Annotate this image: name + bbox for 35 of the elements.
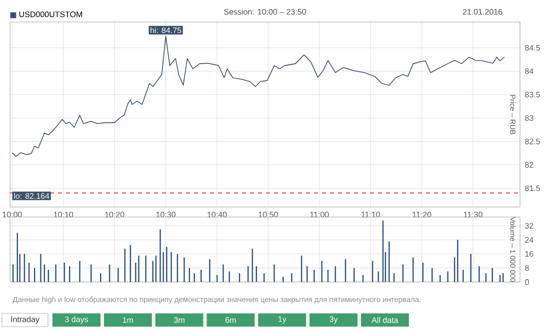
x-tick-label: 11:20 (412, 212, 432, 218)
text: 3m (174, 317, 184, 323)
y-tick-label: 82.5 (525, 138, 540, 144)
y-tick-label: 84 (525, 68, 534, 74)
x-tick-label: 11:00 (310, 212, 329, 218)
y-tick-label: 24 (525, 237, 534, 243)
x-tick-label: 10:10 (54, 212, 74, 218)
chart-subtitle: Session: 10:00 – 23:50 (224, 8, 306, 15)
y-tick-label: 83 (525, 115, 534, 121)
y-tick-label: 84.5 (525, 44, 540, 51)
text: Intraday (11, 316, 40, 324)
x-tick-label: 10:50 (258, 212, 278, 218)
x-tick-label: 10:30 (156, 212, 176, 218)
y-tick-label: 83.5 (525, 92, 540, 98)
x-tick-label: 10:40 (208, 212, 227, 218)
y-tick-label: 0 (525, 279, 529, 285)
text: 6m (226, 317, 236, 323)
annotation: lo: 82.164 (14, 192, 50, 199)
text: 21.01.2016 (462, 8, 502, 15)
y-tick-label: 32 (525, 222, 534, 229)
x-tick-label: 10:00 (2, 212, 22, 218)
y-tick-label: 8 (525, 265, 529, 271)
legend-label: USD000UTSTOM (19, 11, 82, 18)
x-tick-label: 11:30 (464, 212, 482, 218)
text: 3 days (65, 316, 88, 324)
y-tick-label: 81.5 (525, 185, 540, 192)
text: 3y (330, 316, 338, 324)
text: 1m (122, 317, 133, 323)
y-tick-label: 82 (525, 162, 534, 168)
text: All data (372, 317, 398, 323)
x-tick-label: 10:20 (105, 212, 124, 218)
y-tick-label: 16 (525, 251, 534, 257)
annotation: hi: 84.75 (150, 27, 182, 34)
x-tick-label: 11:10 (361, 212, 380, 218)
text: 1y (278, 316, 286, 324)
